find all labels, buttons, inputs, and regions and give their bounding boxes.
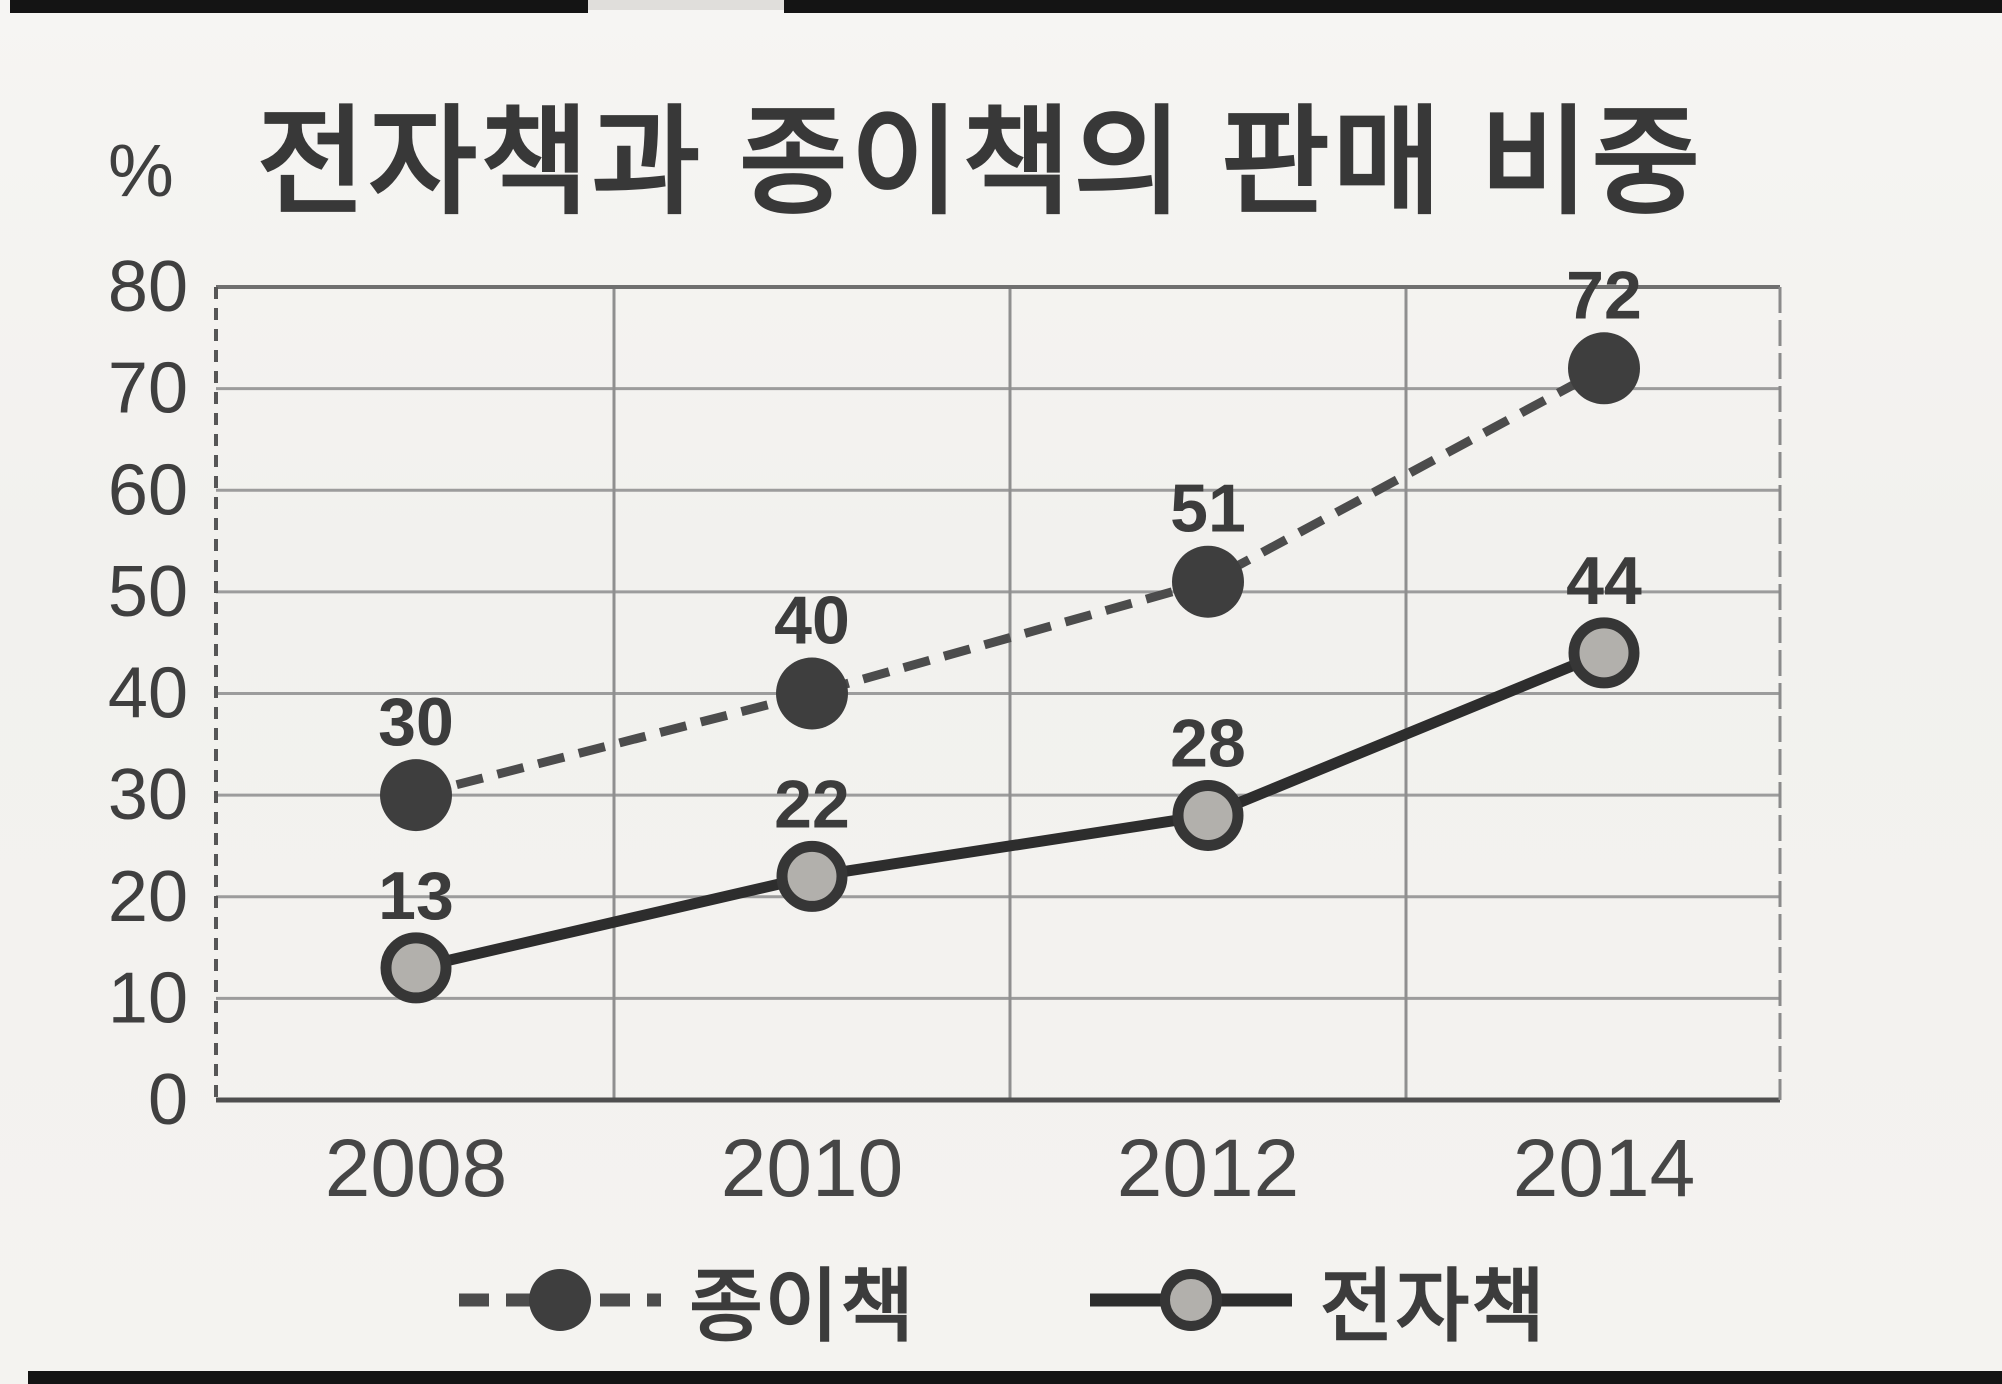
legend-item-paper-book: 종이책: [455, 1242, 916, 1358]
y-axis-tick-label: 20: [108, 857, 188, 937]
y-axis-tick-label: 70: [108, 349, 188, 429]
chart-title: 전자책과 종이책의 판매 비중: [256, 97, 1704, 229]
paper-book-series-line: [414, 364, 1607, 800]
ebook-value-label: 13: [378, 858, 454, 934]
paper-book-data-point: [776, 657, 848, 730]
ebook-value-label: 44: [1566, 543, 1642, 619]
paper-book-data-point: [380, 759, 452, 832]
x-axis-tick-label: 2010: [721, 1123, 903, 1214]
ebook-series-line: [414, 647, 1607, 974]
ebook-value-label: 28: [1170, 705, 1246, 781]
ebook-data-point: [1172, 779, 1244, 851]
scan-artifact-top-bar-right: [784, 0, 2002, 13]
legend-label-ebook: 전자책: [1320, 1262, 1547, 1351]
y-axis-tick-label: 30: [108, 755, 188, 835]
paper-book-value-label: 40: [774, 583, 850, 659]
chart-legend: 종이책 전자책: [0, 1244, 2002, 1356]
x-axis-tick-label: 2008: [325, 1123, 507, 1214]
paper-book-value-label: 72: [1566, 257, 1642, 333]
paper-book-value-label: 30: [378, 684, 454, 760]
y-axis-tick-label: 80: [108, 247, 188, 327]
legend-item-ebook: 전자책: [1086, 1242, 1547, 1358]
ebook-data-point: [1568, 617, 1640, 689]
scan-artifact-top-bar-gap: [588, 0, 784, 10]
ebook-data-point: [380, 932, 452, 1004]
scan-artifact-bottom-bar: [28, 1371, 2002, 1384]
y-axis-tick-label: 40: [108, 654, 188, 734]
y-axis-tick-label: 10: [108, 958, 188, 1038]
paper-book-data-point: [1568, 332, 1640, 405]
ebook-value-label: 22: [774, 766, 850, 842]
y-axis-tick-label: 50: [108, 552, 188, 632]
paper-book-legend-marker-icon: [459, 1269, 662, 1331]
paper-book-data-point: [1172, 545, 1244, 618]
y-axis-tick-label: 0: [148, 1060, 188, 1140]
paper-book-value-label: 51: [1170, 471, 1246, 547]
y-axis-unit-label: %: [108, 129, 174, 212]
scan-artifact-top-bar-left: [10, 0, 588, 13]
legend-label-paper-book: 종이책: [689, 1262, 916, 1351]
ebook-data-point: [776, 840, 848, 912]
x-axis-tick-label: 2012: [1117, 1123, 1299, 1214]
ebook-legend-marker-icon: [1090, 1269, 1292, 1331]
x-axis-tick-label: 2014: [1513, 1123, 1695, 1214]
y-axis-tick-label: 60: [108, 450, 188, 530]
